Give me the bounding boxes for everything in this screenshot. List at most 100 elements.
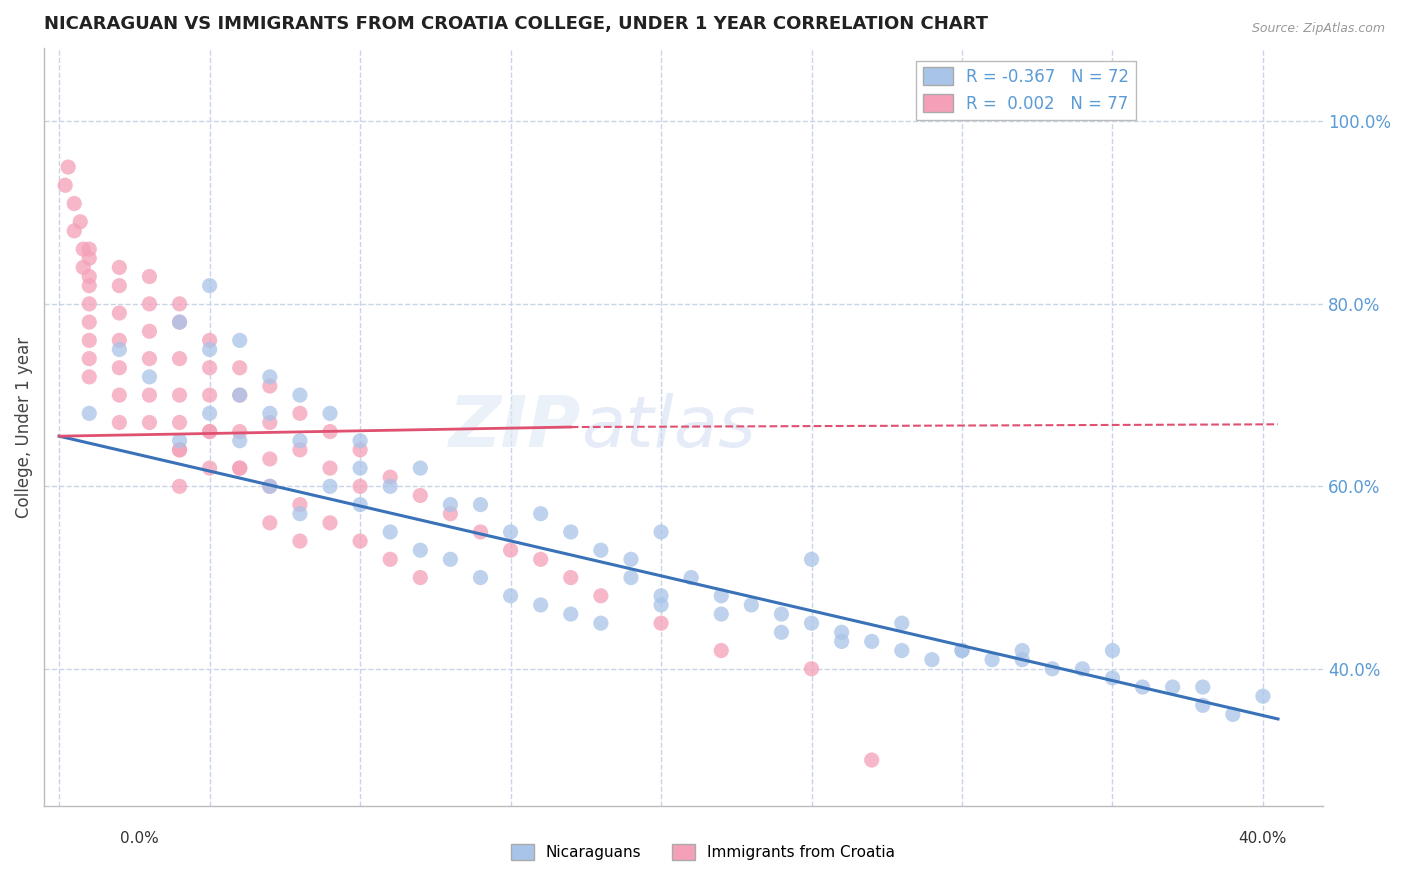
Point (530, 598, 553, 612)
Point (169, 297, 191, 311)
Point (349, 534, 371, 549)
Point (138, 324, 160, 338)
Point (288, 534, 311, 549)
Point (108, 388, 131, 402)
Point (349, 461, 371, 475)
Point (439, 552, 461, 566)
Point (169, 434, 191, 448)
Point (1101, 643, 1123, 657)
Point (198, 406, 221, 420)
Point (409, 570, 432, 584)
Point (349, 479, 371, 493)
Point (77, 334, 100, 348)
Point (77, 315, 100, 329)
Text: 40.0%: 40.0% (1239, 831, 1286, 846)
Point (409, 488, 432, 502)
Point (77, 252, 100, 266)
Point (349, 442, 371, 457)
Point (499, 524, 522, 539)
Legend: R = -0.367   N = 72, R =  0.002   N = 77: R = -0.367 N = 72, R = 0.002 N = 77 (917, 61, 1136, 120)
Point (530, 507, 553, 521)
Point (409, 461, 432, 475)
Point (138, 297, 160, 311)
Point (169, 479, 191, 493)
Point (1161, 680, 1184, 694)
Point (229, 461, 252, 475)
Point (229, 461, 252, 475)
Point (259, 369, 281, 384)
Point (560, 524, 582, 539)
Text: NICARAGUAN VS IMMIGRANTS FROM CROATIA COLLEGE, UNDER 1 YEAR CORRELATION CHART: NICARAGUAN VS IMMIGRANTS FROM CROATIA CO… (44, 15, 988, 33)
Point (169, 351, 191, 366)
Point (138, 269, 160, 284)
Point (108, 416, 131, 430)
Point (380, 479, 402, 493)
Point (138, 388, 160, 402)
Point (470, 570, 492, 584)
Point (77, 242, 100, 256)
Point (198, 461, 221, 475)
Point (950, 643, 973, 657)
Point (800, 616, 823, 631)
Point (198, 334, 221, 348)
Point (470, 524, 492, 539)
Point (800, 662, 823, 676)
Text: atlas: atlas (581, 392, 756, 461)
Point (319, 406, 342, 420)
Point (138, 416, 160, 430)
Point (349, 498, 371, 512)
Point (560, 607, 582, 621)
Text: Source: ZipAtlas.com: Source: ZipAtlas.com (1251, 22, 1385, 36)
Point (259, 479, 281, 493)
Point (198, 425, 221, 439)
Point (620, 570, 643, 584)
Point (831, 634, 853, 648)
Point (380, 524, 402, 539)
Point (259, 452, 281, 467)
Point (439, 507, 461, 521)
Point (319, 461, 342, 475)
Point (499, 589, 522, 603)
Point (560, 570, 582, 584)
Point (169, 416, 191, 430)
Point (380, 470, 402, 484)
Text: ZIP: ZIP (449, 392, 581, 461)
Point (108, 360, 131, 375)
Point (53, 178, 76, 193)
Point (710, 643, 733, 657)
Point (800, 552, 823, 566)
Point (229, 425, 252, 439)
Point (169, 442, 191, 457)
Point (169, 315, 191, 329)
Point (650, 524, 672, 539)
Point (108, 334, 131, 348)
Point (259, 516, 281, 530)
Point (921, 653, 943, 667)
Point (319, 516, 342, 530)
Point (1222, 707, 1244, 722)
Point (259, 479, 281, 493)
Point (229, 334, 252, 348)
Point (770, 625, 793, 640)
Point (319, 425, 342, 439)
Point (981, 653, 1004, 667)
Point (1071, 662, 1094, 676)
Point (72, 260, 94, 275)
Point (288, 388, 311, 402)
Point (198, 388, 221, 402)
Point (620, 552, 643, 566)
Point (499, 543, 522, 558)
Point (319, 479, 342, 493)
Point (63, 224, 86, 238)
Point (1191, 680, 1213, 694)
Point (259, 406, 281, 420)
Point (288, 442, 311, 457)
Point (589, 589, 612, 603)
Point (409, 543, 432, 558)
Point (380, 552, 402, 566)
Point (259, 379, 281, 393)
Point (288, 434, 311, 448)
Point (108, 306, 131, 320)
Point (229, 388, 252, 402)
Y-axis label: College, Under 1 year: College, Under 1 year (15, 336, 32, 517)
